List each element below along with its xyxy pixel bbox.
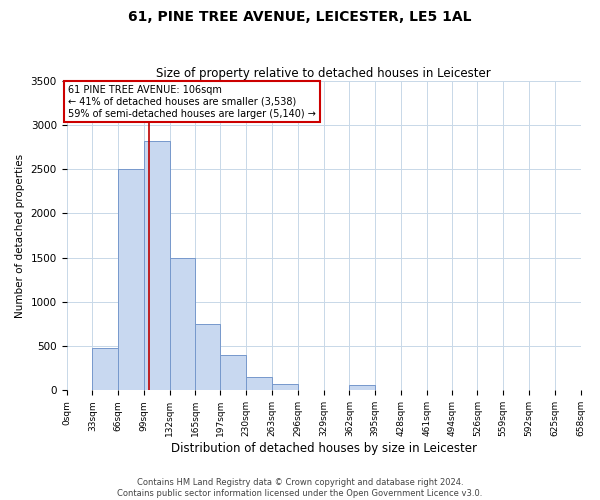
X-axis label: Distribution of detached houses by size in Leicester: Distribution of detached houses by size … xyxy=(170,442,476,455)
Text: 61 PINE TREE AVENUE: 106sqm
← 41% of detached houses are smaller (3,538)
59% of : 61 PINE TREE AVENUE: 106sqm ← 41% of det… xyxy=(68,86,316,118)
Text: 61, PINE TREE AVENUE, LEICESTER, LE5 1AL: 61, PINE TREE AVENUE, LEICESTER, LE5 1AL xyxy=(128,10,472,24)
Y-axis label: Number of detached properties: Number of detached properties xyxy=(15,154,25,318)
Title: Size of property relative to detached houses in Leicester: Size of property relative to detached ho… xyxy=(156,66,491,80)
Text: Contains HM Land Registry data © Crown copyright and database right 2024.
Contai: Contains HM Land Registry data © Crown c… xyxy=(118,478,482,498)
